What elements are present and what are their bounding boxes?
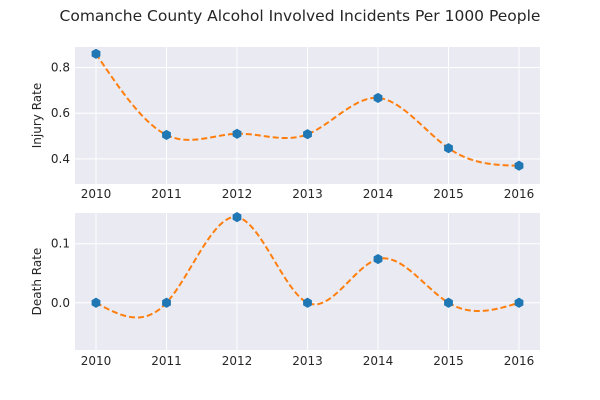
x-tick-label: 2012 bbox=[222, 187, 253, 201]
data-point bbox=[232, 212, 242, 223]
x-tick-label: 2014 bbox=[363, 354, 394, 368]
x-tick-label: 2013 bbox=[292, 354, 323, 368]
data-point bbox=[373, 92, 383, 103]
data-point bbox=[514, 297, 524, 308]
y-tick-label: 0.4 bbox=[51, 152, 70, 166]
y-tick-label: 0.6 bbox=[51, 106, 70, 120]
data-point bbox=[373, 253, 383, 265]
data-point bbox=[303, 129, 312, 140]
data-point bbox=[444, 143, 453, 154]
data-point bbox=[91, 297, 101, 308]
x-tick-label: 2011 bbox=[151, 354, 182, 368]
data-point bbox=[444, 297, 453, 308]
data-point bbox=[162, 297, 171, 308]
x-tick-label: 2015 bbox=[433, 354, 464, 368]
x-tick-label: 2010 bbox=[81, 187, 112, 201]
chart-title: Comanche County Alcohol Involved Inciden… bbox=[60, 7, 541, 25]
x-tick-label: 2012 bbox=[222, 354, 253, 368]
x-tick-label: 2016 bbox=[504, 354, 535, 368]
y-tick-label: 0.1 bbox=[51, 237, 70, 251]
data-point bbox=[514, 160, 524, 171]
x-tick-label: 2014 bbox=[363, 187, 394, 201]
y-axis-label-1: Injury Rate bbox=[30, 83, 44, 148]
x-tick-label: 2011 bbox=[151, 187, 182, 201]
data-point bbox=[303, 297, 312, 308]
data-point bbox=[162, 129, 171, 140]
x-tick-label: 2010 bbox=[81, 354, 112, 368]
x-tick-label: 2016 bbox=[504, 187, 535, 201]
y-tick-label: 0.8 bbox=[51, 61, 70, 75]
x-tick-label: 2015 bbox=[433, 187, 464, 201]
data-point bbox=[91, 48, 101, 59]
data-point bbox=[232, 128, 242, 139]
y-tick-label: 0.0 bbox=[51, 296, 70, 310]
x-tick-label: 2013 bbox=[292, 187, 323, 201]
y-axis-label-2: Death Rate bbox=[30, 248, 44, 316]
